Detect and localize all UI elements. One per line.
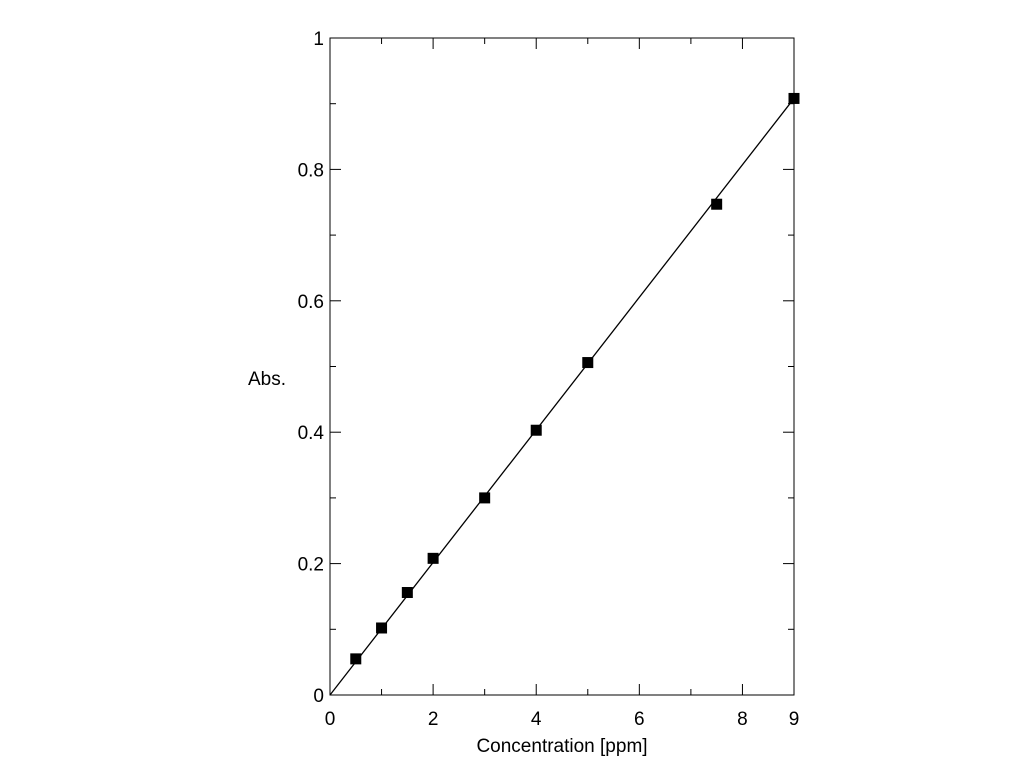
- x-axis-title: Concentration [ppm]: [476, 736, 647, 757]
- data-point-marker: [582, 357, 594, 369]
- x-tick-label: 8: [737, 709, 748, 730]
- data-point-marker: [788, 92, 800, 104]
- y-tick-label: 0.4: [298, 423, 325, 444]
- x-tick-label: 2: [428, 709, 439, 730]
- y-tick-label: 0.2: [298, 555, 324, 576]
- data-point-marker: [427, 552, 439, 564]
- y-axis-title: Abs.: [248, 369, 286, 390]
- data-points: [350, 92, 800, 665]
- y-tick-label: 1: [313, 29, 324, 50]
- data-point-marker: [376, 622, 388, 634]
- x-tick-label: 0: [325, 709, 336, 730]
- y-tick-label: 0: [313, 686, 324, 707]
- y-tick-labels: 0 0.2 0.4 0.6 0.8 1: [298, 29, 325, 707]
- plot-frame: [329, 37, 795, 696]
- fit-line: [329, 98, 795, 696]
- x-tick-label: 4: [531, 709, 542, 730]
- data-point-marker: [479, 492, 491, 504]
- x-tick-labels: 0 2 4 6 8 9: [325, 709, 800, 730]
- minor-ticks: [330, 38, 794, 695]
- x-tick-label: 6: [634, 709, 645, 730]
- y-tick-label: 0.6: [298, 292, 324, 313]
- data-point-marker: [711, 198, 723, 210]
- x-tick-label: 9: [789, 709, 800, 730]
- data-point-marker: [530, 424, 542, 436]
- data-point-marker: [401, 587, 413, 599]
- data-point-marker: [350, 653, 362, 665]
- major-ticks: [329, 37, 795, 696]
- y-tick-label: 0.8: [298, 160, 324, 181]
